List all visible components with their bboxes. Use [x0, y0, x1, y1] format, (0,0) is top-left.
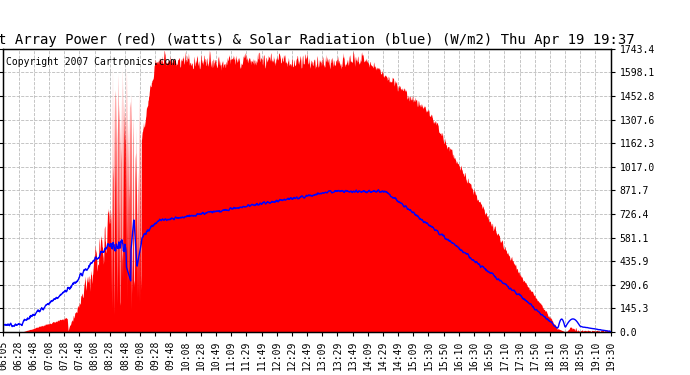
- Text: West Array Power (red) (watts) & Solar Radiation (blue) (W/m2) Thu Apr 19 19:37: West Array Power (red) (watts) & Solar R…: [0, 33, 634, 47]
- Text: Copyright 2007 Cartronics.com: Copyright 2007 Cartronics.com: [6, 57, 177, 67]
